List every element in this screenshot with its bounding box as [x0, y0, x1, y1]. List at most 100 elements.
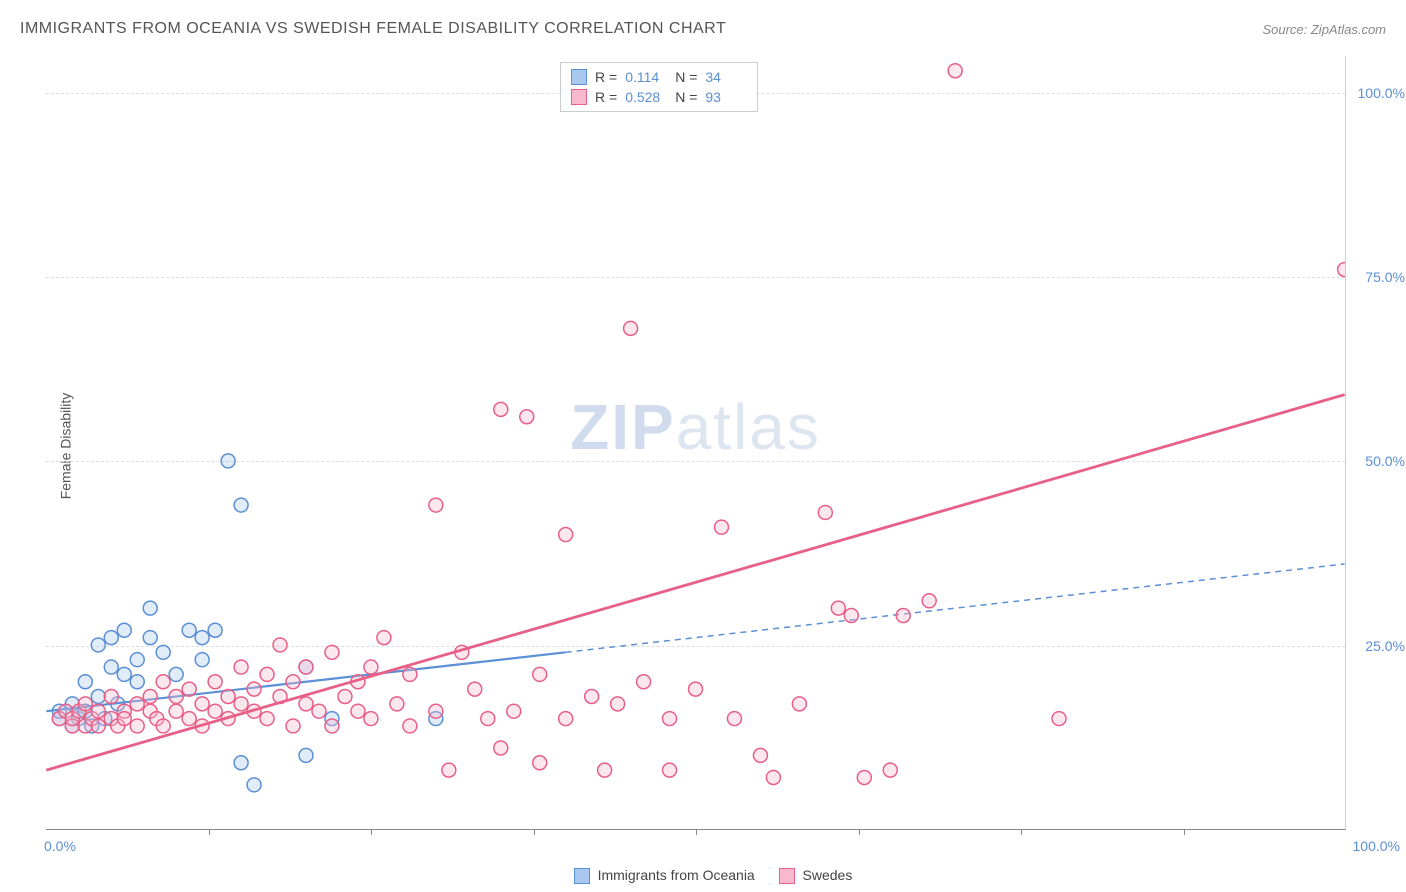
scatter-point [143, 631, 157, 645]
scatter-point [104, 660, 118, 674]
scatter-point [559, 712, 573, 726]
scatter-point [1338, 263, 1345, 277]
scatter-point [234, 756, 248, 770]
scatter-point [299, 660, 313, 674]
scatter-point [896, 609, 910, 623]
scatter-point [91, 719, 105, 733]
scatter-point [857, 770, 871, 784]
scatter-point [351, 704, 365, 718]
scatter-point [221, 689, 235, 703]
scatter-point [766, 770, 780, 784]
scatter-point [429, 498, 443, 512]
chart-title: IMMIGRANTS FROM OCEANIA VS SWEDISH FEMAL… [20, 20, 726, 38]
scatter-point [520, 410, 534, 424]
scatter-point [299, 697, 313, 711]
r-label-0: R = [595, 69, 617, 85]
scatter-point [338, 689, 352, 703]
scatter-point [195, 697, 209, 711]
scatter-point [585, 689, 599, 703]
scatter-point [481, 712, 495, 726]
scatter-point [156, 675, 170, 689]
scatter-point [312, 704, 326, 718]
x-tick-mark [1021, 829, 1022, 835]
legend-label-1: Swedes [803, 867, 853, 883]
scatter-point [156, 645, 170, 659]
x-tick-mark [371, 829, 372, 835]
scatter-point [883, 763, 897, 777]
scatter-point [598, 763, 612, 777]
stats-row-1: R = 0.528 N = 93 [571, 87, 747, 107]
scatter-point [714, 520, 728, 534]
scatter-point [844, 609, 858, 623]
x-tick-mark [534, 829, 535, 835]
x-tick-mark [859, 829, 860, 835]
scatter-point [533, 756, 547, 770]
scatter-point [234, 660, 248, 674]
scatter-point [130, 653, 144, 667]
scatter-point [130, 719, 144, 733]
x-tick-mark [696, 829, 697, 835]
scatter-point [727, 712, 741, 726]
scatter-point [663, 712, 677, 726]
scatter-point [494, 402, 508, 416]
plot-area: ZIPatlas 25.0%50.0%75.0%100.0%0.0%100.0% [46, 56, 1346, 830]
scatter-svg [46, 56, 1345, 829]
scatter-point [611, 697, 625, 711]
scatter-point [78, 697, 92, 711]
scatter-point [624, 321, 638, 335]
scatter-point [403, 719, 417, 733]
scatter-point [325, 645, 339, 659]
scatter-point [831, 601, 845, 615]
swatch-series-0 [571, 69, 587, 85]
scatter-point [91, 689, 105, 703]
r-value-0: 0.114 [625, 69, 667, 85]
scatter-point [195, 653, 209, 667]
n-value-1: 93 [705, 89, 747, 105]
swatch-series-1 [571, 89, 587, 105]
scatter-point [182, 682, 196, 696]
scatter-point [91, 704, 105, 718]
scatter-point [299, 748, 313, 762]
regression-line [46, 395, 1344, 770]
scatter-point [286, 675, 300, 689]
x-tick-mark [209, 829, 210, 835]
header: IMMIGRANTS FROM OCEANIA VS SWEDISH FEMAL… [20, 20, 1386, 38]
scatter-point [637, 675, 651, 689]
scatter-point [663, 763, 677, 777]
scatter-point [818, 505, 832, 519]
scatter-point [221, 454, 235, 468]
scatter-point [559, 528, 573, 542]
scatter-point [468, 682, 482, 696]
scatter-point [533, 667, 547, 681]
x-tick-label: 0.0% [44, 838, 76, 854]
bottom-legend: Immigrants from Oceania Swedes [0, 867, 1406, 884]
n-value-0: 34 [705, 69, 747, 85]
scatter-point [429, 704, 443, 718]
y-tick-label: 25.0% [1350, 638, 1405, 654]
scatter-point [377, 631, 391, 645]
legend-swatch-1 [779, 868, 795, 884]
scatter-point [117, 712, 131, 726]
y-tick-label: 75.0% [1350, 269, 1405, 285]
legend-label-0: Immigrants from Oceania [598, 867, 755, 883]
scatter-point [753, 748, 767, 762]
y-tick-label: 50.0% [1350, 453, 1405, 469]
scatter-point [325, 719, 339, 733]
scatter-point [91, 638, 105, 652]
x-tick-label: 100.0% [1353, 838, 1400, 854]
scatter-point [130, 697, 144, 711]
scatter-point [364, 712, 378, 726]
scatter-point [182, 623, 196, 637]
r-value-1: 0.528 [625, 89, 667, 105]
n-label-0: N = [675, 69, 697, 85]
scatter-point [260, 712, 274, 726]
scatter-point [182, 712, 196, 726]
scatter-point [130, 675, 144, 689]
regression-line-dashed [566, 564, 1345, 652]
chart-container: IMMIGRANTS FROM OCEANIA VS SWEDISH FEMAL… [0, 0, 1406, 892]
scatter-point [286, 719, 300, 733]
scatter-point [169, 689, 183, 703]
source-attribution: Source: ZipAtlas.com [1262, 22, 1386, 37]
scatter-point [948, 64, 962, 78]
scatter-point [208, 675, 222, 689]
